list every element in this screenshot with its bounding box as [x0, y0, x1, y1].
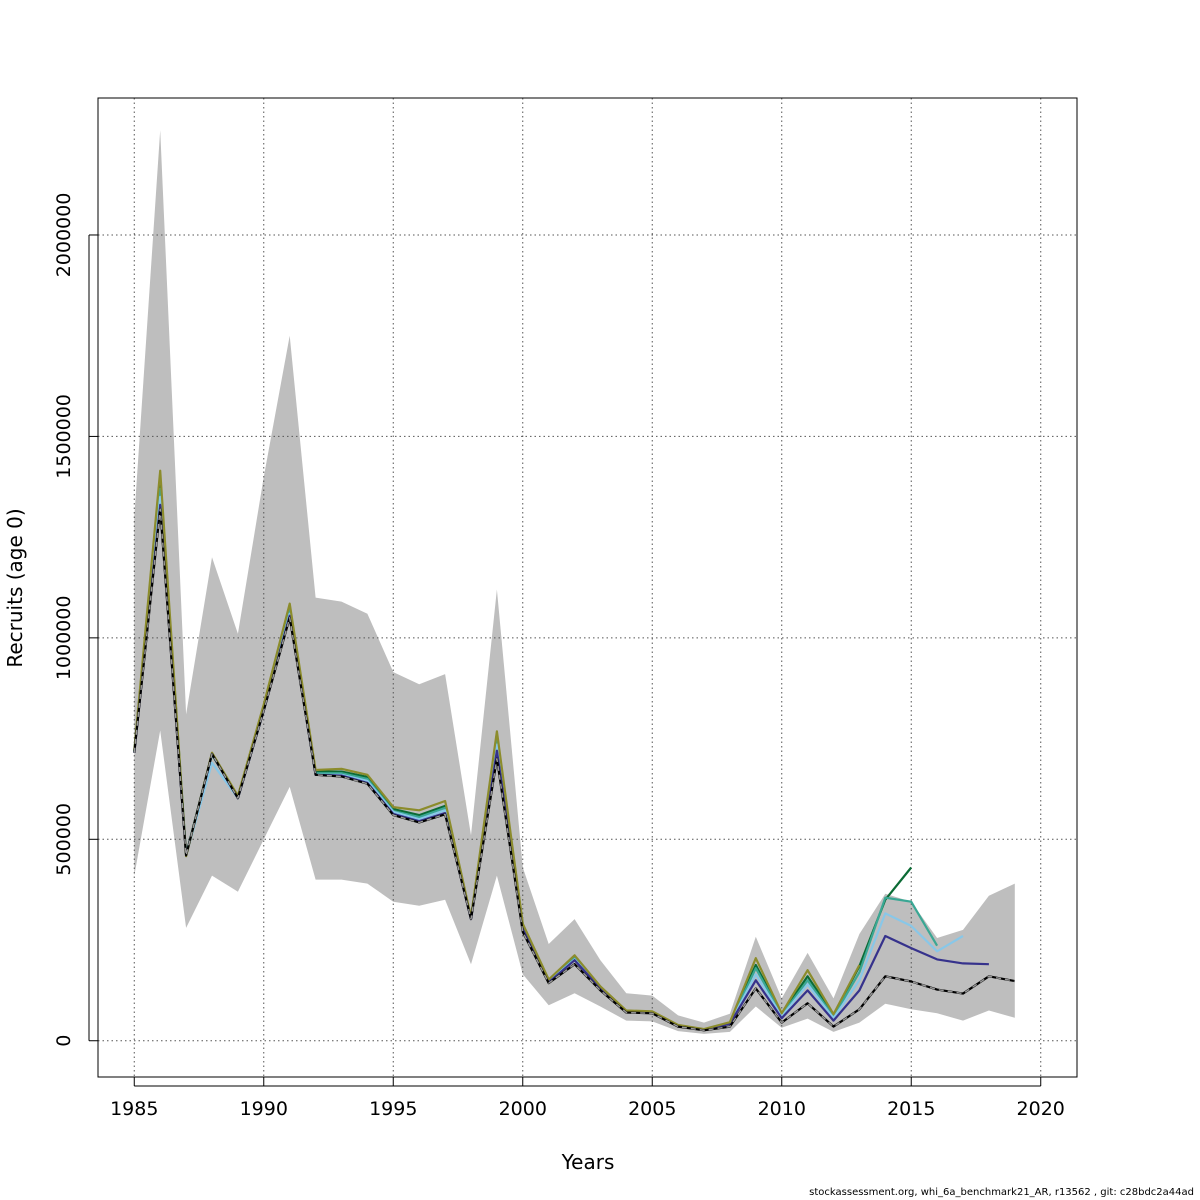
y-tick-label: 2000000 — [53, 193, 75, 278]
x-tick-label: 1995 — [369, 1098, 417, 1120]
confidence-band — [134, 130, 1015, 1034]
plot-area — [98, 98, 1077, 1077]
y-tick-label: 1000000 — [53, 596, 75, 681]
x-tick-label: 2000 — [499, 1098, 547, 1120]
footer-credit: stockassessment.org, whi_6a_benchmark21_… — [809, 1187, 1194, 1198]
y-tick-label: 0 — [53, 1035, 75, 1047]
x-tick-label: 2015 — [887, 1098, 935, 1120]
x-axis-title: Years — [561, 1150, 615, 1174]
series-line-base-dashes — [133, 508, 1015, 1032]
x-tick-label: 2010 — [758, 1098, 806, 1120]
y-tick-label: 1500000 — [53, 394, 75, 479]
x-tick-label: 2005 — [628, 1098, 676, 1120]
x-tick-label: 1985 — [110, 1098, 158, 1120]
x-tick-label: 2020 — [1017, 1098, 1065, 1120]
axes: 1985 1990 1995 2000 2005 2010 2015 2020 0 500000 1… — [53, 97, 1078, 1120]
y-axis-title: Recruits (age 0) — [3, 508, 27, 667]
series-line-5 — [133, 469, 861, 1031]
x-tick-label: 1990 — [240, 1098, 288, 1120]
plot-frame — [97, 97, 1078, 1078]
y-tick-label: 500000 — [53, 803, 75, 876]
